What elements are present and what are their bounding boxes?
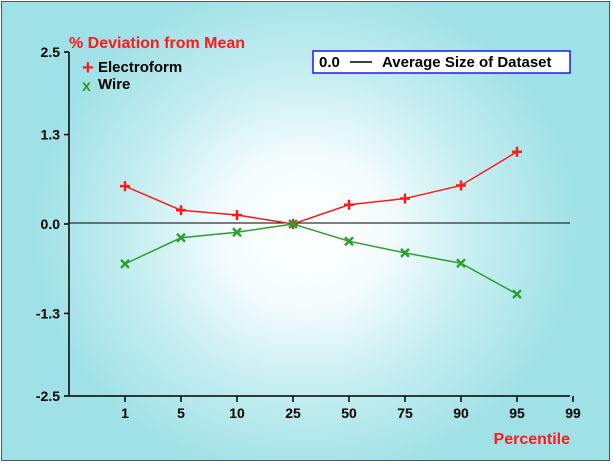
data-point-electroform (456, 180, 466, 191)
y-axis-ticks: 2.5 1.3 0.0 -1.3 -2.5 (36, 44, 69, 404)
data-point-wire (176, 232, 186, 243)
legend-marker-wire: x (82, 78, 91, 95)
data-point-electroform (512, 146, 522, 157)
x-axis-ticks: 1 5 10 25 50 75 90 95 99 (121, 396, 581, 421)
data-point-wire (400, 248, 410, 258)
y-tick-label: -2.5 (36, 388, 60, 404)
legend: + Electroform x Wire (82, 57, 182, 95)
reference-value: 0.0 (319, 54, 340, 71)
legend-label-electroform: Electroform (98, 59, 182, 76)
data-point-wire (288, 219, 298, 229)
data-point-electroform (120, 181, 130, 192)
x-tick-label: 5 (177, 405, 185, 421)
series-line-wire (124, 223, 518, 295)
data-point-electroform (232, 210, 242, 221)
y-tick-label: 1.3 (41, 127, 61, 143)
reference-label: Average Size of Dataset (382, 54, 552, 71)
y-axis-title: % Deviation from Mean (69, 35, 245, 52)
x-tick-label: 95 (509, 405, 525, 421)
x-tick-label: 50 (341, 405, 357, 421)
data-point-electroform (400, 193, 410, 204)
y-tick-label: 2.5 (41, 44, 61, 60)
data-point-wire (512, 289, 522, 300)
x-tick-label: 25 (285, 405, 301, 421)
plot-area (120, 146, 522, 300)
x-axis-title: Percentile (494, 431, 571, 448)
x-tick-label: 99 (565, 405, 581, 421)
y-tick-label: 0.0 (41, 216, 61, 232)
reference-line-legend-box: 0.0 Average Size of Dataset (312, 50, 571, 74)
data-point-wire (120, 259, 130, 269)
data-point-electroform (176, 205, 186, 216)
data-point-wire (456, 258, 466, 269)
x-tick-label: 10 (229, 405, 245, 421)
data-point-wire (232, 227, 242, 238)
y-tick-label: -1.3 (36, 305, 60, 321)
data-point-electroform (344, 199, 354, 210)
legend-marker-electroform: + (82, 57, 94, 79)
series-line-electroform (124, 151, 518, 225)
data-point-wire (344, 236, 354, 247)
x-tick-label: 1 (121, 405, 129, 421)
legend-label-wire: Wire (98, 76, 130, 93)
x-tick-label: 75 (397, 405, 413, 421)
reference-box (312, 50, 571, 74)
x-tick-label: 90 (453, 405, 469, 421)
